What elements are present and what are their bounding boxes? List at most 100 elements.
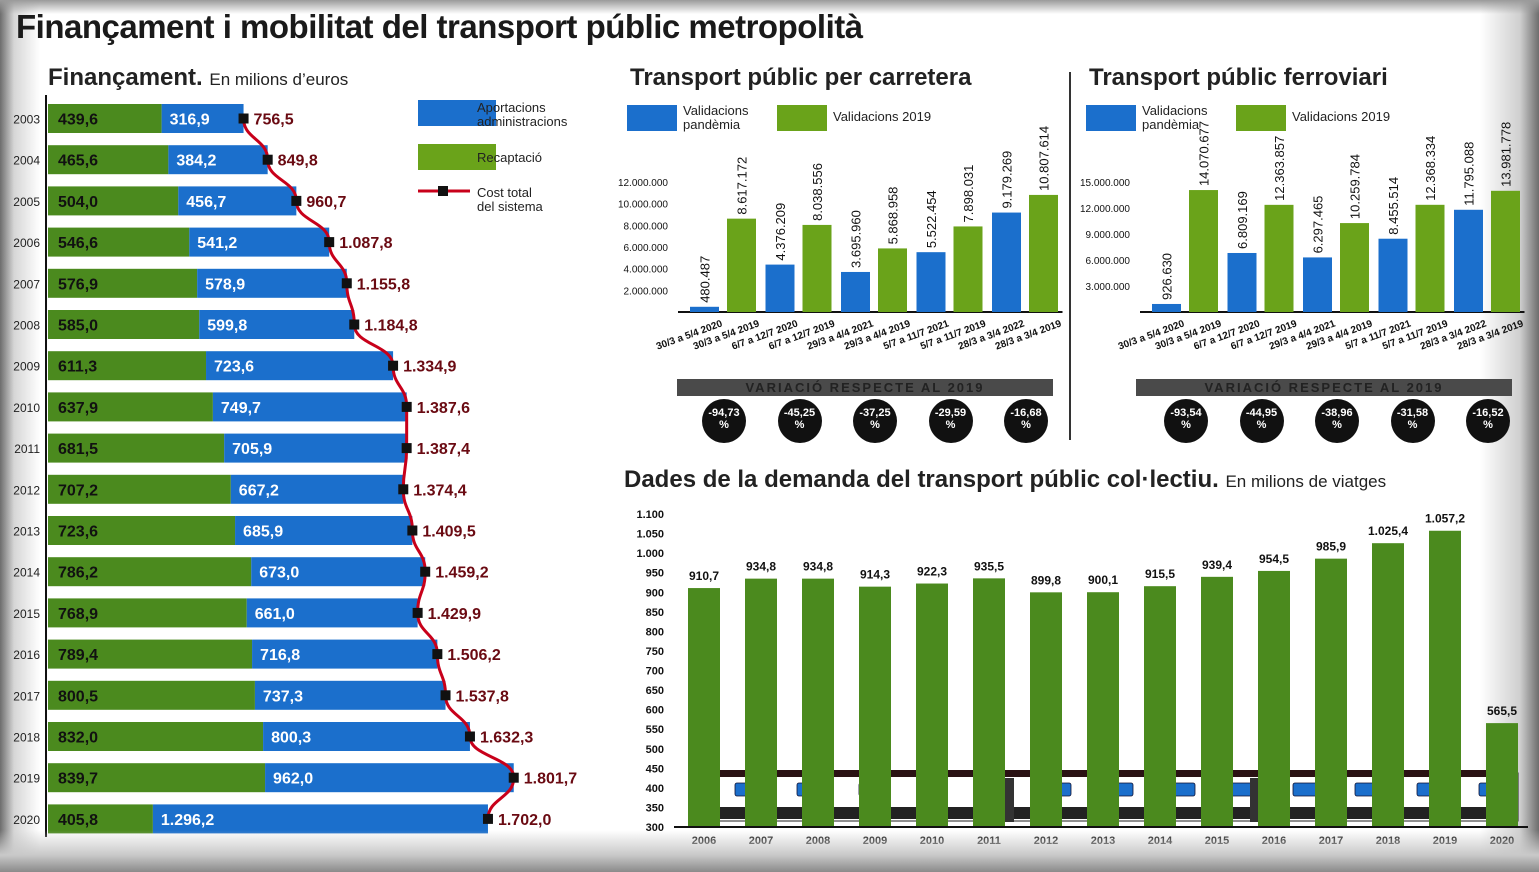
variation-badge: -16,52% [1466,399,1510,443]
value-2019: 8.038.556 [810,163,825,221]
aportacions-value: 962,0 [273,771,313,788]
demand-value: 954,5 [1259,552,1289,566]
financing-chart: 2003 439,6 316,9 2004 465,6 384,2 2005 504,0 456… [13,95,577,837]
variation-value: -16,52 [1472,407,1504,419]
bar-aportacions [178,186,297,216]
y-tick-label: 700 [646,666,664,678]
year-label: 2010 [13,401,40,415]
bar-recaptacio [48,557,252,587]
y-tick-label: 9.000.000 [1086,230,1131,241]
demand-value: 900,1 [1088,573,1118,587]
bar-pandemia [1152,303,1181,312]
y-tick-label: 1.100 [636,509,664,521]
value-pandemia: 11.795.088 [1462,142,1477,206]
recaptacio-value: 681,5 [58,441,98,458]
y-tick-label: 3.000.000 [1086,282,1131,293]
value-2019: 12.363.857 [1272,136,1287,201]
recaptacio-value: 576,9 [58,276,98,293]
bar-pandemia [765,264,795,312]
year-label: 2011 [14,442,40,456]
bar-aportacions [254,680,446,710]
financing-title: Finançament. En milions d’euros [48,64,348,92]
cost-total-marker [401,401,412,412]
year-label: 2005 [13,195,40,209]
bar-aportacions [168,145,268,175]
recaptacio-value: 832,0 [58,730,98,747]
legend-swatch-recaptacio [418,144,496,170]
value-pandemia: 8.455.514 [1386,177,1401,235]
aportacions-value: 661,0 [255,606,295,623]
demand-bar [1030,592,1062,827]
demand-bar [973,578,1005,827]
y-tick-label: 6.000.000 [1086,256,1131,267]
year-label: 2003 [13,113,40,127]
aportacions-value: 685,9 [243,524,283,541]
bar-recaptacio [48,763,266,793]
value-2019: 5.868.958 [886,187,901,245]
bar-recaptacio [48,268,198,298]
bar-aportacions [152,804,488,834]
financing-title-main: Finançament. [48,64,203,91]
bar-aportacions [161,104,244,133]
value-pandemia: 5.522.454 [924,190,939,248]
bar-recaptacio [48,433,225,463]
cost-total-value: 1.155,8 [357,276,410,293]
aportacions-value: 1.296,2 [161,812,214,829]
bar-recaptacio [48,639,253,669]
cost-total-value: 1.702,0 [498,812,551,829]
variation-badge: -38,96% [1315,399,1359,443]
cost-total-marker [482,813,493,824]
aportacions-value: 667,2 [239,482,279,499]
bar-recaptacio [48,227,190,257]
demand-subtitle: En milions de viatges [1225,472,1387,491]
bar-recaptacio [48,145,169,175]
legend-cost-line-icon [418,186,470,196]
cost-total-marker [440,690,451,701]
demand-value: 939,4 [1202,558,1232,572]
cost-total-marker [388,360,399,371]
rail-variation-header: VARIACIÓ RESPECTE AL 2019 [1136,379,1512,396]
demand-bar [1372,543,1404,827]
cost-total-marker [238,113,249,124]
cost-total-marker [508,772,519,783]
aportacions-value: 384,2 [176,153,216,170]
y-tick-label: 12.000.000 [618,178,668,189]
variation-badge: -37,25% [853,399,897,443]
recaptacio-value: 789,4 [58,647,98,664]
demand-bar [1429,530,1461,827]
y-tick-label: 6.000.000 [624,243,669,254]
cost-total-value: 1.334,9 [403,359,456,376]
variation-badge: -44,95% [1239,399,1284,443]
year-label: 2013 [13,525,40,539]
aportacions-value: 705,9 [232,441,272,458]
demand-bar [745,578,777,827]
demand-value: 899,8 [1031,573,1061,587]
cost-total-value: 1.409,5 [422,524,475,541]
bar-2019 [878,248,907,312]
bar-recaptacio [48,598,247,628]
variation-percent: % [945,419,956,431]
aportacions-value: 541,2 [197,235,237,252]
variation-badge: -93,54% [1164,399,1208,443]
bar-recaptacio [48,351,207,381]
bar-pandemia [1378,238,1408,312]
variation-value: -44,95 [1245,407,1278,419]
y-tick-label: 15.000.000 [1080,178,1130,189]
cost-total-marker [291,195,302,206]
recaptacio-value: 839,7 [58,771,98,788]
road-legend-swatch-pandemia [627,105,677,131]
bar-recaptacio [48,722,264,751]
bar-aportacions [212,392,407,422]
value-2019: 10.807.614 [1037,126,1052,191]
y-tick-label: 8.000.000 [624,221,669,232]
bar-pandemia [841,271,870,312]
aportacions-value: 716,8 [260,647,300,664]
legend-label-cost: Cost total del sistema [477,186,543,214]
y-tick-label: 600 [646,705,664,717]
value-2019: 13.981.778 [1499,122,1514,187]
page-title: Finançament i mobilitat del transport pú… [16,8,863,45]
recaptacio-value: 768,9 [58,606,98,623]
year-label: 2016 [13,648,40,662]
variation-value: -31,58 [1396,407,1429,419]
variation-percent: % [1181,419,1191,431]
